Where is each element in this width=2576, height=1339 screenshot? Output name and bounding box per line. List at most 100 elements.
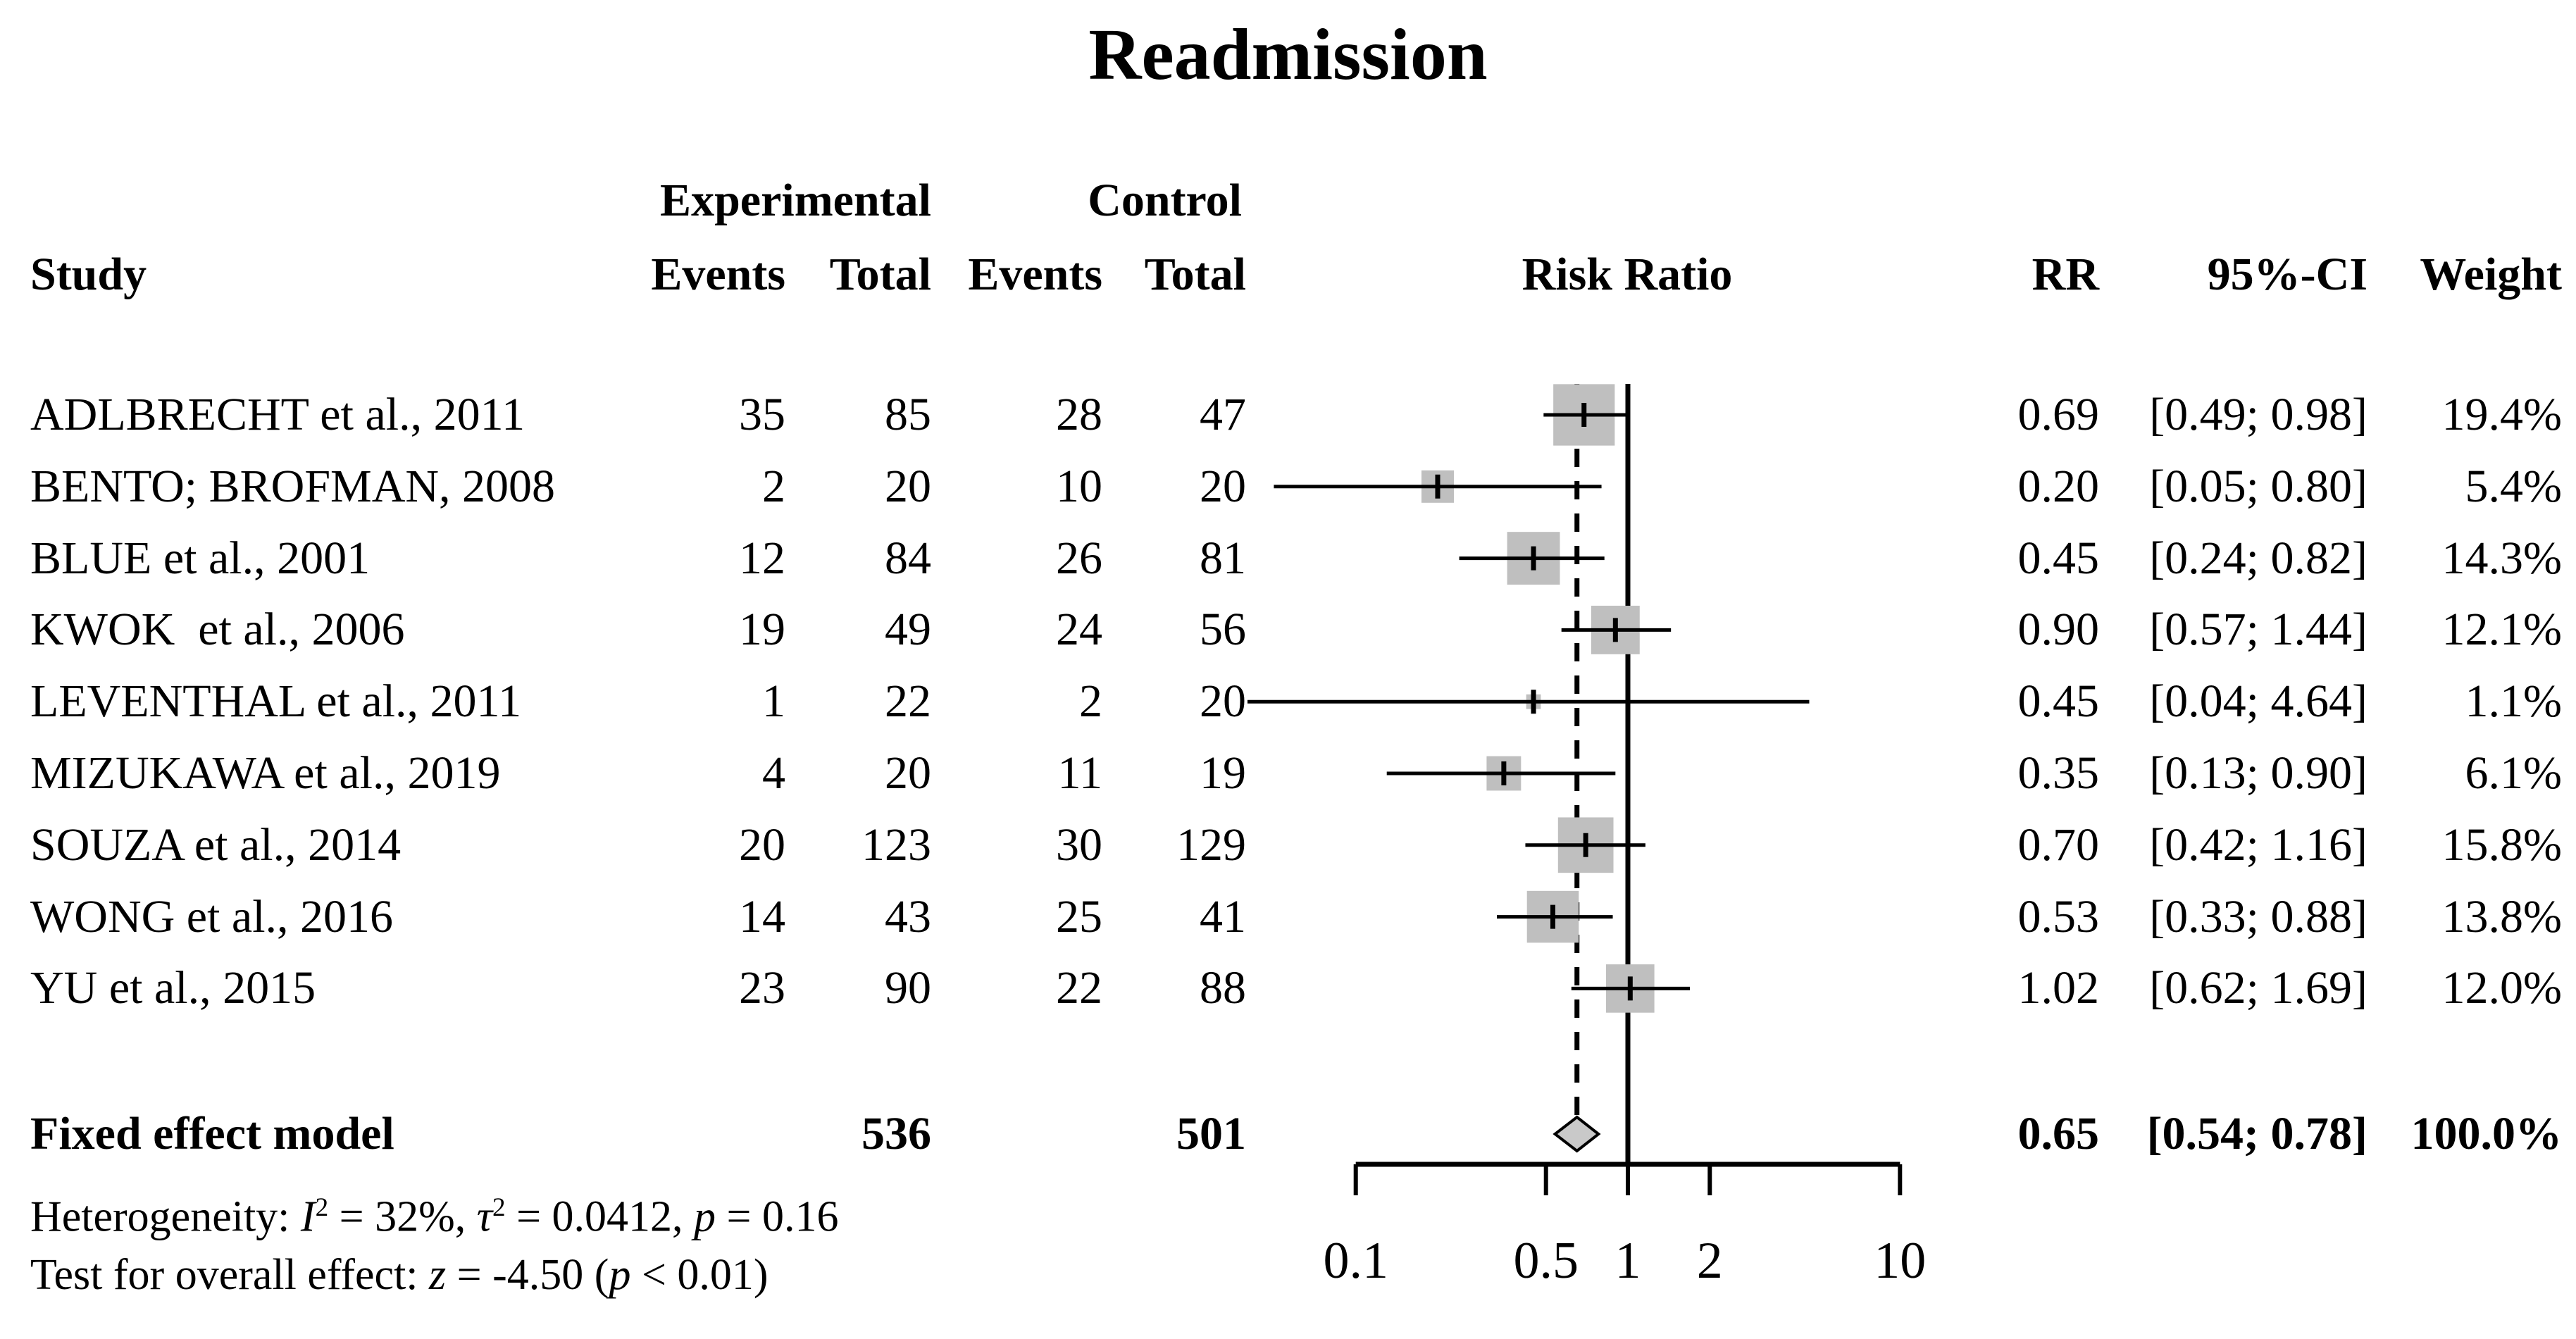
exp-events: 20 <box>739 818 785 871</box>
ctrl-total: 81 <box>1200 532 1246 584</box>
study-row: YU et al., 2015 23 90 22 88 1.02 [0.62; 1.69] 1… <box>0 952 2576 1024</box>
ctrl-events: 28 <box>1056 389 1102 440</box>
header-ci: 95%-CI <box>2207 249 2367 300</box>
weight-value: 12.1% <box>2441 604 2562 656</box>
ctrl-total: 129 <box>1176 818 1246 871</box>
weight-value: 15.8% <box>2441 818 2562 871</box>
ctrl-total: 20 <box>1200 675 1246 728</box>
weight-value: 1.1% <box>2465 675 2562 728</box>
rr-value: 0.45 <box>2017 532 2100 584</box>
summary-rr: 0.65 <box>2017 1108 2100 1159</box>
exp-events: 14 <box>739 890 785 942</box>
summary-exp-total: 536 <box>861 1108 931 1159</box>
exp-total: 49 <box>885 604 931 656</box>
study-row: ADLBRECHT et al., 2011 35 85 28 47 0.69 [0.49;… <box>0 379 2576 451</box>
ctrl-total: 19 <box>1200 747 1246 799</box>
exp-total: 22 <box>885 675 931 728</box>
ctrl-total: 47 <box>1200 389 1246 440</box>
x-tick-label: 1 <box>1614 1232 1641 1290</box>
rr-value: 1.02 <box>2017 962 2100 1014</box>
ci-value: [0.57; 1.44] <box>2149 604 2367 656</box>
study-name: WONG et al., 2016 <box>30 890 394 942</box>
ctrl-events: 22 <box>1056 962 1102 1014</box>
rr-value: 0.53 <box>2017 890 2100 942</box>
summary-row: Fixed effect model 536 501 0.65 [0.54; 0… <box>0 1098 2576 1170</box>
weight-value: 5.4% <box>2465 460 2562 512</box>
ctrl-total: 56 <box>1200 604 1246 656</box>
exp-events: 1 <box>762 675 785 728</box>
study-name: SOUZA et al., 2014 <box>30 818 402 871</box>
header-exp-total: Total <box>829 249 931 300</box>
x-tick-label: 2 <box>1696 1232 1723 1290</box>
header-experimental-group: Experimental <box>660 175 931 226</box>
ci-value: [0.04; 4.64] <box>2149 675 2367 728</box>
rr-value: 0.69 <box>2017 389 2100 440</box>
rr-value: 0.20 <box>2017 460 2100 512</box>
ctrl-total: 20 <box>1200 460 1246 512</box>
study-name: MIZUKAWA et al., 2019 <box>30 747 501 799</box>
summary-weight: 100.0% <box>2410 1108 2563 1159</box>
ci-value: [0.49; 0.98] <box>2149 389 2367 440</box>
header-rr: RR <box>2031 249 2099 300</box>
study-name: YU et al., 2015 <box>30 962 316 1014</box>
study-row: MIZUKAWA et al., 2019 4 20 11 19 0.35 [0.13; 0… <box>0 737 2576 809</box>
exp-total: 20 <box>885 747 931 799</box>
ci-value: [0.33; 0.88] <box>2149 890 2367 942</box>
weight-value: 12.0% <box>2441 962 2562 1014</box>
study-row: BENTO; BROFMAN, 2008 2 20 10 20 0.20 [0.05; 0.… <box>0 451 2576 523</box>
exp-events: 23 <box>739 962 785 1014</box>
header-ctrl-events: Events <box>968 249 1102 300</box>
overall-effect-text: Test for overall effect: z = -4.50 (p < … <box>30 1251 769 1299</box>
rr-value: 0.90 <box>2017 604 2100 656</box>
exp-events: 4 <box>762 747 785 799</box>
ctrl-events: 2 <box>1079 675 1102 728</box>
ci-value: [0.42; 1.16] <box>2149 818 2367 871</box>
ctrl-total: 41 <box>1200 890 1246 942</box>
weight-value: 19.4% <box>2441 389 2562 440</box>
study-name: ADLBRECHT et al., 2011 <box>30 389 525 440</box>
weight-value: 13.8% <box>2441 890 2562 942</box>
study-row: LEVENTHAL et al., 2011 1 22 2 20 0.45 [0.04; 4… <box>0 666 2576 737</box>
rr-value: 0.35 <box>2017 747 2100 799</box>
header-columns-row: Study Events Total Events Total Risk Rat… <box>0 239 2576 311</box>
exp-events: 19 <box>739 604 785 656</box>
ctrl-events: 10 <box>1056 460 1102 512</box>
ctrl-events: 30 <box>1056 818 1102 871</box>
pooled-diamond <box>1553 1115 1601 1153</box>
ctrl-events: 11 <box>1057 747 1102 799</box>
x-tick-label: 0.5 <box>1513 1232 1579 1290</box>
header-risk-ratio: Risk Ratio <box>1522 249 1733 300</box>
summary-ctrl-total: 501 <box>1176 1108 1246 1159</box>
study-name: LEVENTHAL et al., 2011 <box>30 675 522 728</box>
heterogeneity-text: Heterogeneity: I2 = 32%, τ2 = 0.0412, p … <box>30 1192 839 1241</box>
ci-value: [0.05; 0.80] <box>2149 460 2367 512</box>
summary-label: Fixed effect model <box>30 1108 394 1159</box>
study-name: BENTO; BROFMAN, 2008 <box>30 460 556 512</box>
study-row: KWOK et al., 2006 19 49 24 56 0.90 [0.57; 1.44… <box>0 594 2576 666</box>
exp-total: 43 <box>885 890 931 942</box>
exp-total: 84 <box>885 532 931 584</box>
ci-value: [0.62; 1.69] <box>2149 962 2367 1014</box>
study-name: BLUE et al., 2001 <box>30 532 371 584</box>
exp-events: 35 <box>739 389 785 440</box>
ctrl-events: 24 <box>1056 604 1102 656</box>
header-study: Study <box>30 249 147 300</box>
chart-title: Readmission <box>1088 14 1488 95</box>
ctrl-events: 25 <box>1056 890 1102 942</box>
exp-total: 90 <box>885 962 931 1014</box>
weight-value: 6.1% <box>2465 747 2562 799</box>
study-row: WONG et al., 2016 14 43 25 41 0.53 [0.33; 0.88… <box>0 881 2576 953</box>
ci-value: [0.13; 0.90] <box>2149 747 2367 799</box>
rr-value: 0.45 <box>2017 675 2100 728</box>
summary-ci: [0.54; 0.78] <box>2146 1108 2367 1159</box>
exp-events: 2 <box>762 460 785 512</box>
exp-total: 85 <box>885 389 931 440</box>
header-control-group: Control <box>1088 175 1242 226</box>
exp-total: 20 <box>885 460 931 512</box>
study-row: SOUZA et al., 2014 20 123 30 129 0.70 [0.42; 1… <box>0 809 2576 881</box>
header-group-row: Experimental Control <box>0 165 2576 237</box>
x-tick-label: 0.1 <box>1323 1232 1388 1290</box>
exp-total: 123 <box>861 818 931 871</box>
